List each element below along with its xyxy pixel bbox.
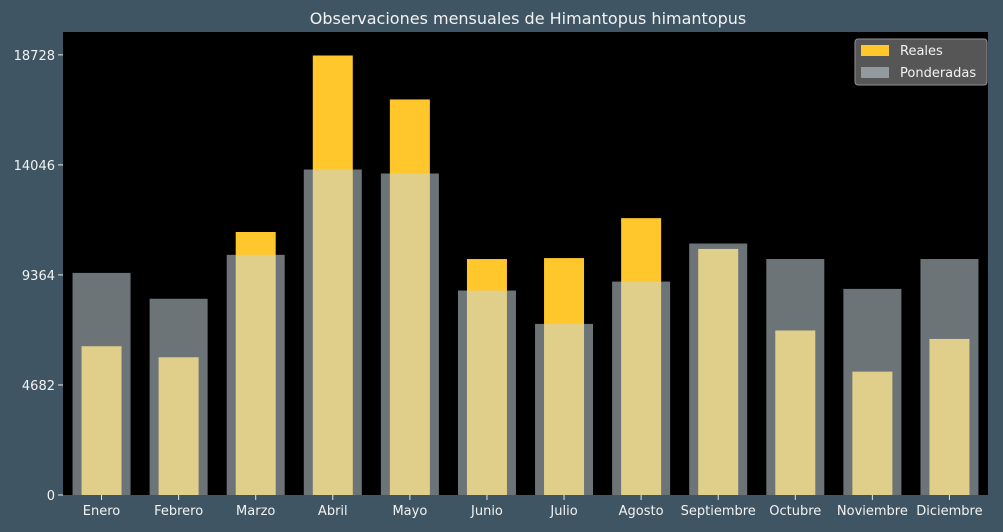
bar-ponderadas-agosto xyxy=(612,281,671,495)
x-tick-label-marzo: Marzo xyxy=(236,504,275,519)
x-axis: Enero Febrero Marzo Abril Mayo Junio Julio Agos… xyxy=(83,495,983,519)
x-tick-label-abril: Abril xyxy=(318,504,348,519)
legend-label-reales: Reales xyxy=(900,44,943,59)
legend-swatch-reales xyxy=(861,45,889,56)
bar-ponderadas-noviembre xyxy=(843,288,902,495)
bar-ponderadas-septiembre xyxy=(689,243,748,495)
x-tick-label-febrero: Febrero xyxy=(154,504,203,519)
legend-label-ponderadas: Ponderadas xyxy=(900,66,976,81)
y-tick-label: 0 xyxy=(47,489,55,504)
plot-area xyxy=(63,32,988,495)
y-tick-label: 18728 xyxy=(14,49,55,64)
x-tick-label-mayo: Mayo xyxy=(392,504,427,519)
bar-ponderadas-octubre xyxy=(766,259,825,495)
legend-swatch-ponderadas xyxy=(861,67,889,78)
bar-ponderadas-marzo xyxy=(226,254,285,495)
x-tick-label-agosto: Agosto xyxy=(619,504,664,519)
chart-title: Observaciones mensuales de Himantopus hi… xyxy=(310,9,746,28)
bar-ponderadas-abril xyxy=(303,169,362,495)
bar-ponderadas-mayo xyxy=(380,173,439,495)
x-tick-label-diciembre: Diciembre xyxy=(916,504,982,519)
y-tick-label: 4682 xyxy=(22,379,55,394)
x-tick-label-septiembre: Septiembre xyxy=(681,504,756,519)
bar-ponderadas-enero xyxy=(72,272,131,495)
bar-ponderadas-diciembre xyxy=(920,259,979,495)
legend: Reales Ponderadas xyxy=(854,38,988,86)
x-tick-label-julio: Julio xyxy=(549,504,577,519)
y-tick-label: 14046 xyxy=(14,159,55,174)
bar-ponderadas-julio xyxy=(535,323,594,495)
x-tick-label-octubre: Octubre xyxy=(769,504,821,519)
x-tick-label-junio: Junio xyxy=(470,504,503,519)
bars-group xyxy=(72,55,979,496)
bar-ponderadas-febrero xyxy=(149,298,208,495)
x-tick-label-enero: Enero xyxy=(83,504,121,519)
x-tick-label-noviembre: Noviembre xyxy=(837,504,908,519)
bar-ponderadas-junio xyxy=(457,290,516,495)
y-axis: 0 4682 9364 14046 18728 xyxy=(14,49,63,504)
y-tick-label: 9364 xyxy=(22,269,55,284)
